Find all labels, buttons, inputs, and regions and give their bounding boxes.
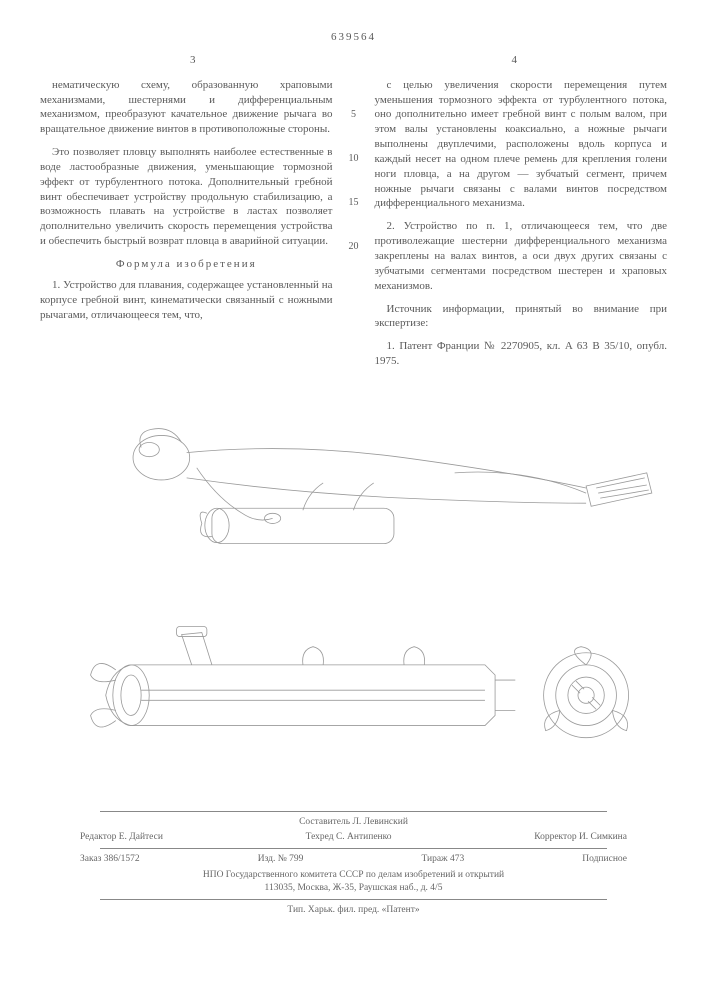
- right-p1: с целью увеличения скорости перемещения …: [375, 78, 668, 212]
- techred: Техред С. Антипенко: [306, 831, 392, 844]
- footer-rule-2: [100, 848, 607, 849]
- ln-15: 15: [347, 196, 361, 240]
- column-numbers: 3 4: [40, 53, 667, 68]
- footer: Составитель Л. Левинский Редактор Е. Дай…: [40, 816, 667, 918]
- right-p4: 1. Патент Франции № 2270905, кл. A 63 B …: [375, 339, 668, 369]
- right-col-num: 4: [512, 53, 518, 68]
- doc-number: 639564: [40, 30, 667, 45]
- left-p1: нематическую схему, образованную храповы…: [40, 78, 333, 137]
- address: 113035, Москва, Ж-35, Раушская наб., д. …: [40, 882, 667, 895]
- footer-rule-1: [100, 811, 607, 812]
- compiler: Составитель Л. Левинский: [40, 816, 667, 829]
- podpisnoe: Подписное: [582, 853, 627, 866]
- footer-rule-3: [100, 899, 607, 900]
- formula-title: Формула изобретения: [40, 257, 333, 272]
- figure-1-swimmer: [40, 397, 667, 579]
- left-p2: Это позволяет пловцу выполнять наиболее …: [40, 145, 333, 249]
- right-p3: Источник информации, принятый во внимани…: [375, 302, 668, 332]
- left-p3: 1. Устройство для плавания, содержащее у…: [40, 278, 333, 323]
- tirazh: Тираж 473: [421, 853, 464, 866]
- right-p2: 2. Устройство по п. 1, отличающееся тем,…: [375, 219, 668, 293]
- left-col-num: 3: [190, 53, 196, 68]
- ln-20: 20: [347, 240, 361, 284]
- izd: Изд. № 799: [258, 853, 304, 866]
- org: НПО Государственного комитета СССР по де…: [40, 869, 667, 882]
- tip: Тип. Харьк. фил. пред. «Патент»: [40, 904, 667, 917]
- footer-print: Заказ 386/1572 Изд. № 799 Тираж 473 Подп…: [40, 853, 667, 866]
- right-column: с целью увеличения скорости перемещения …: [375, 78, 668, 377]
- ln-5: 5: [347, 108, 361, 152]
- text-columns: нематическую схему, образованную храповы…: [40, 78, 667, 377]
- figures: [40, 397, 667, 791]
- figure-2-device: [40, 584, 667, 786]
- corrector: Корректор И. Симкина: [534, 831, 627, 844]
- ln-10: 10: [347, 152, 361, 196]
- footer-credits: Редактор Е. Дайтеси Техред С. Антипенко …: [40, 831, 667, 844]
- left-column: нематическую схему, образованную храповы…: [40, 78, 333, 377]
- order: Заказ 386/1572: [80, 853, 140, 866]
- editor: Редактор Е. Дайтеси: [80, 831, 163, 844]
- line-numbers: 5 10 15 20: [347, 78, 361, 377]
